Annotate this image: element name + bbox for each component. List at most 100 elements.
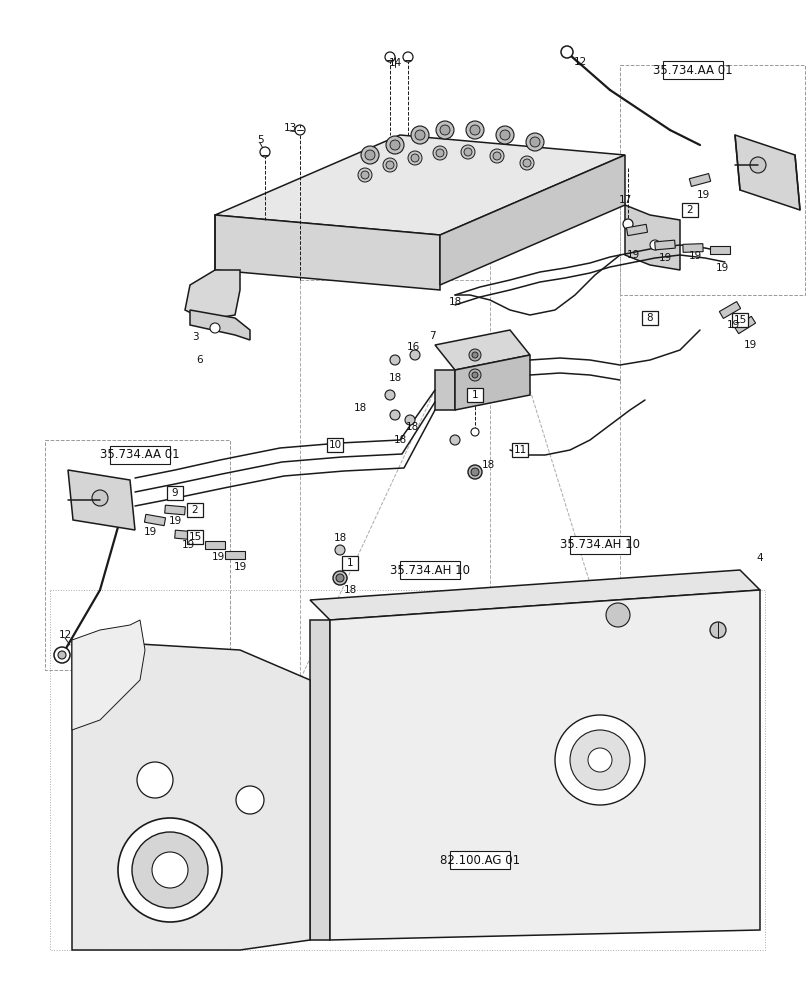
Text: 16: 16 bbox=[406, 342, 419, 352]
Text: 3: 3 bbox=[191, 332, 198, 342]
Text: 18: 18 bbox=[393, 435, 406, 445]
Text: 19: 19 bbox=[626, 250, 640, 260]
Circle shape bbox=[405, 415, 415, 425]
Circle shape bbox=[333, 571, 347, 585]
Circle shape bbox=[336, 574, 344, 582]
FancyBboxPatch shape bbox=[327, 438, 343, 452]
Circle shape bbox=[433, 146, 447, 160]
Circle shape bbox=[390, 410, 400, 420]
Circle shape bbox=[260, 147, 270, 157]
Text: 35.734.AH 10: 35.734.AH 10 bbox=[390, 564, 470, 576]
Text: 35.734.AA 01: 35.734.AA 01 bbox=[653, 64, 733, 77]
Polygon shape bbox=[310, 570, 760, 620]
Text: 18: 18 bbox=[353, 403, 367, 413]
Circle shape bbox=[415, 130, 425, 140]
Text: 2: 2 bbox=[687, 205, 693, 215]
Circle shape bbox=[588, 748, 612, 772]
Text: 4: 4 bbox=[756, 553, 764, 563]
FancyBboxPatch shape bbox=[167, 486, 183, 500]
Circle shape bbox=[440, 125, 450, 135]
Circle shape bbox=[295, 125, 305, 135]
Circle shape bbox=[493, 152, 501, 160]
Text: 19: 19 bbox=[168, 516, 182, 526]
Circle shape bbox=[132, 832, 208, 908]
Circle shape bbox=[137, 762, 173, 798]
Text: 19: 19 bbox=[688, 251, 701, 261]
Circle shape bbox=[461, 145, 475, 159]
Text: 5: 5 bbox=[257, 135, 263, 145]
Polygon shape bbox=[626, 224, 647, 236]
Polygon shape bbox=[435, 370, 455, 410]
FancyBboxPatch shape bbox=[570, 536, 629, 554]
Circle shape bbox=[385, 52, 395, 62]
Circle shape bbox=[530, 137, 540, 147]
Text: 8: 8 bbox=[646, 313, 654, 323]
Text: 35.734.AA 01: 35.734.AA 01 bbox=[100, 448, 180, 462]
Polygon shape bbox=[735, 135, 800, 210]
Polygon shape bbox=[625, 205, 680, 270]
Circle shape bbox=[470, 125, 480, 135]
Circle shape bbox=[623, 219, 633, 229]
Text: 10: 10 bbox=[328, 440, 342, 450]
Circle shape bbox=[236, 786, 264, 814]
Polygon shape bbox=[710, 246, 730, 254]
Circle shape bbox=[436, 121, 454, 139]
Polygon shape bbox=[205, 541, 225, 549]
Circle shape bbox=[408, 151, 422, 165]
Circle shape bbox=[92, 490, 108, 506]
FancyBboxPatch shape bbox=[187, 503, 203, 517]
Circle shape bbox=[496, 126, 514, 144]
Text: 19: 19 bbox=[212, 552, 225, 562]
Text: 9: 9 bbox=[171, 488, 179, 498]
Polygon shape bbox=[185, 270, 240, 320]
Text: 15: 15 bbox=[188, 532, 202, 542]
Circle shape bbox=[471, 468, 479, 476]
Circle shape bbox=[468, 465, 482, 479]
Text: 14: 14 bbox=[389, 58, 402, 68]
Circle shape bbox=[466, 121, 484, 139]
FancyBboxPatch shape bbox=[401, 561, 460, 579]
Circle shape bbox=[118, 818, 222, 922]
Circle shape bbox=[650, 240, 660, 250]
Text: 18: 18 bbox=[389, 373, 402, 383]
Circle shape bbox=[606, 603, 630, 627]
Circle shape bbox=[471, 428, 479, 436]
Text: 19: 19 bbox=[659, 253, 671, 263]
Circle shape bbox=[500, 130, 510, 140]
Text: 19: 19 bbox=[696, 190, 709, 200]
Polygon shape bbox=[165, 505, 185, 515]
Text: 18: 18 bbox=[448, 297, 461, 307]
Circle shape bbox=[472, 352, 478, 358]
Circle shape bbox=[520, 156, 534, 170]
Circle shape bbox=[710, 622, 726, 638]
Circle shape bbox=[750, 157, 766, 173]
FancyBboxPatch shape bbox=[732, 313, 748, 327]
Circle shape bbox=[411, 126, 429, 144]
Circle shape bbox=[335, 545, 345, 555]
FancyBboxPatch shape bbox=[512, 443, 528, 457]
FancyBboxPatch shape bbox=[111, 446, 170, 464]
Polygon shape bbox=[68, 470, 135, 530]
FancyBboxPatch shape bbox=[663, 61, 722, 79]
Text: 19: 19 bbox=[234, 562, 246, 572]
Text: 1: 1 bbox=[347, 558, 353, 568]
Circle shape bbox=[54, 647, 70, 663]
Polygon shape bbox=[734, 316, 755, 334]
Text: 18: 18 bbox=[406, 422, 419, 432]
Circle shape bbox=[152, 852, 188, 888]
Circle shape bbox=[385, 390, 395, 400]
Circle shape bbox=[403, 52, 413, 62]
Polygon shape bbox=[455, 355, 530, 410]
Circle shape bbox=[361, 146, 379, 164]
Circle shape bbox=[386, 136, 404, 154]
Polygon shape bbox=[719, 302, 741, 318]
Circle shape bbox=[450, 435, 460, 445]
FancyBboxPatch shape bbox=[467, 388, 483, 402]
Circle shape bbox=[390, 355, 400, 365]
Polygon shape bbox=[310, 620, 330, 940]
Text: 35.734.AH 10: 35.734.AH 10 bbox=[560, 538, 640, 552]
Text: 7: 7 bbox=[429, 331, 436, 341]
Circle shape bbox=[358, 168, 372, 182]
Circle shape bbox=[555, 715, 645, 805]
Polygon shape bbox=[72, 620, 145, 730]
